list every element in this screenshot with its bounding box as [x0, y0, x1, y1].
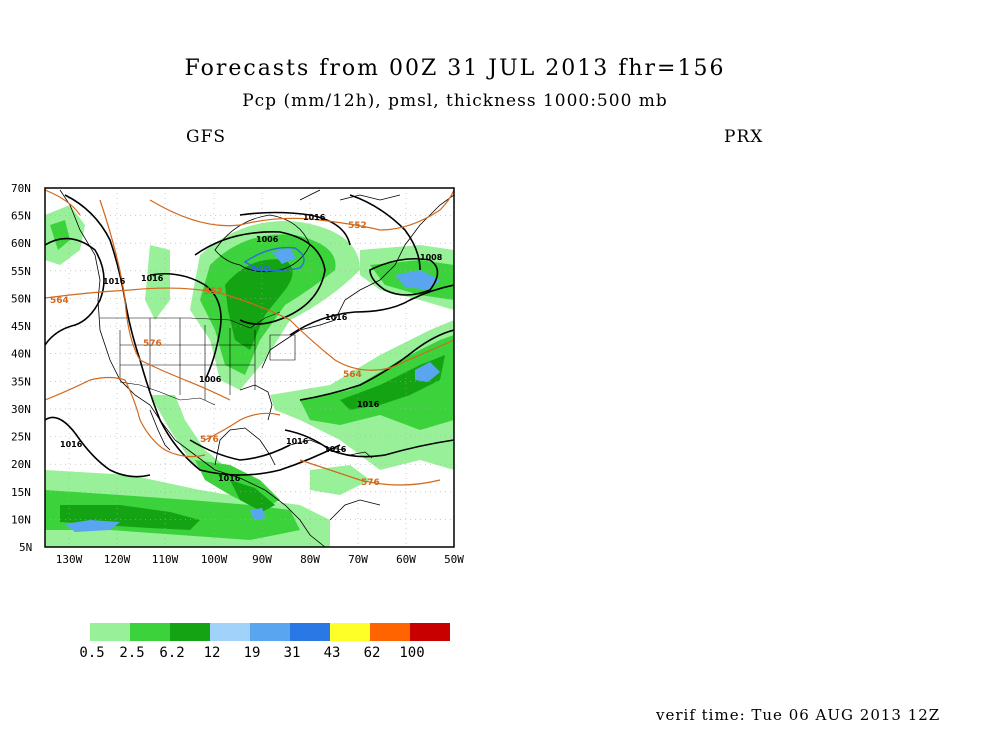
lat-label: 60N [11, 237, 31, 250]
isobar-label: 1016 [103, 277, 126, 286]
lat-label: 10N [11, 513, 31, 526]
lat-label: 70N [11, 182, 31, 195]
lon-label: 90W [252, 553, 272, 566]
map-frame [44, 187, 455, 548]
isobar-label: 1016 [325, 313, 348, 322]
lon-label: 120W [104, 553, 131, 566]
isobar-label: 1016 [60, 440, 83, 449]
legend-label: 43 [324, 645, 341, 661]
isobar-label: 1016 [357, 400, 380, 409]
legend-swatch [90, 623, 130, 641]
lon-label: 80W [300, 553, 320, 566]
lon-label: 70W [348, 553, 368, 566]
legend-label: 12 [204, 645, 221, 661]
lat-label: 45N [11, 320, 31, 333]
forecast-map: 1016 1016 1016 1006 1006 1016 1016 1016 … [11, 182, 465, 566]
longitude-axis: 130W 120W 110W 100W 90W 80W 70W 60W 50W [56, 553, 465, 566]
thickness-lines-cold [243, 246, 305, 272]
legend-swatch [370, 623, 410, 641]
latlon-grid [45, 188, 454, 547]
chart-subtitle: Pcp (mm/12h), pmsl, thickness 1000:500 m… [242, 91, 668, 111]
lon-label: 130W [56, 553, 83, 566]
legend-label: 0.5 [79, 645, 104, 661]
lat-label: 55N [11, 265, 31, 278]
isobar-label: 1016 [218, 474, 241, 483]
legend-swatch [290, 623, 330, 641]
lat-label: 35N [11, 375, 31, 388]
lat-label: 30N [11, 403, 31, 416]
legend-label: 62 [364, 645, 381, 661]
lat-label: 5N [19, 541, 32, 554]
isobar-label: 1016 [141, 274, 164, 283]
thickness-lines [45, 189, 454, 486]
lon-label: 50W [444, 553, 464, 566]
legend-swatch [130, 623, 170, 641]
legend-swatch [170, 623, 210, 641]
lat-label: 15N [11, 486, 31, 499]
isobar-label: 1006 [199, 375, 222, 384]
precip-legend: 0.5 2.5 6.2 12 19 31 43 62 100 [79, 623, 450, 661]
isobar-label: 1016 [286, 437, 309, 446]
legend-label: 31 [284, 645, 301, 661]
legend-swatch [410, 623, 450, 641]
legend-swatches [90, 623, 450, 641]
legend-label: 100 [399, 645, 424, 661]
legend-labels: 0.5 2.5 6.2 12 19 31 43 62 100 [79, 645, 424, 661]
thickness-label: 564 [343, 370, 362, 380]
verif-time: verif time: Tue 06 AUG 2013 12Z [656, 706, 941, 724]
isobar-labels: 1016 1016 1016 1006 1006 1016 1016 1016 … [60, 213, 443, 483]
lon-label: 60W [396, 553, 416, 566]
precip-field-very-heavy [65, 248, 440, 532]
legend-swatch [210, 623, 250, 641]
chart-title: Forecasts from 00Z 31 JUL 2013 fhr=156 [184, 56, 726, 81]
isobar-label: 1006 [256, 235, 279, 244]
lat-label: 65N [11, 210, 31, 223]
thickness-label-cold: 540 [251, 265, 270, 275]
model-name: GFS [186, 127, 227, 147]
lat-label: 20N [11, 458, 31, 471]
lat-label: 50N [11, 293, 31, 306]
lon-label: 110W [152, 553, 179, 566]
lat-label: 25N [11, 431, 31, 444]
isobar-label: 1008 [420, 253, 443, 262]
lat-label: 40N [11, 348, 31, 361]
legend-label: 19 [244, 645, 261, 661]
legend-label: 2.5 [119, 645, 144, 661]
thickness-label: 576 [200, 435, 219, 445]
station-id: PRX [724, 127, 764, 147]
thickness-label: 552 [348, 221, 367, 231]
thickness-label: 552 [204, 287, 223, 297]
thickness-label: 564 [50, 296, 69, 306]
latitude-axis: 70N 65N 60N 55N 50N 45N 40N 35N 30N 25N … [11, 182, 32, 554]
isobars [45, 194, 454, 478]
legend-swatch [250, 623, 290, 641]
lon-label: 100W [201, 553, 228, 566]
political-borders [100, 311, 296, 406]
thickness-label: 576 [361, 478, 380, 488]
thickness-labels: 552 552 564 576 564 576 576 540 [50, 221, 380, 488]
isobar-label: 1016 [324, 445, 347, 454]
isobar-label: 1016 [303, 213, 326, 222]
thickness-label: 576 [143, 339, 162, 349]
map-content: 1016 1016 1016 1006 1006 1016 1016 1016 … [45, 188, 454, 547]
legend-swatch [330, 623, 370, 641]
legend-label: 6.2 [159, 645, 184, 661]
